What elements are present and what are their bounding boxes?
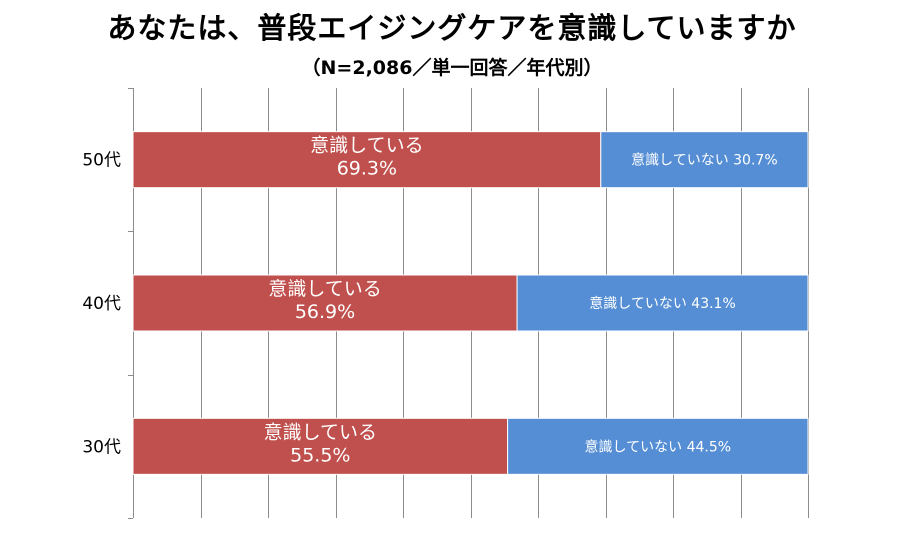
data-label: 意識している 69.3% — [310, 135, 423, 180]
chart-title: あなたは、普段エイジングケアを意識していますか — [107, 11, 797, 45]
bar-segment — [507, 417, 809, 475]
bar-segment — [600, 131, 809, 189]
bar-segment — [516, 274, 809, 332]
chart-subtitle: （N=2,086／単一回答／年代別） — [301, 57, 603, 79]
category-label: 40代 — [82, 294, 121, 314]
data-label: 意識している 55.5% — [264, 421, 377, 466]
bar-segment — [132, 417, 509, 475]
bar-segment — [132, 274, 518, 332]
data-label: 意識していない 44.5% — [585, 438, 732, 455]
bar-segment — [132, 131, 602, 189]
category-label: 30代 — [82, 437, 121, 457]
data-label: 意識している 56.9% — [268, 278, 381, 323]
category-label: 50代 — [82, 151, 121, 171]
data-label: 意識していない 30.7% — [631, 152, 778, 169]
data-label: 意識していない 43.1% — [589, 295, 736, 312]
